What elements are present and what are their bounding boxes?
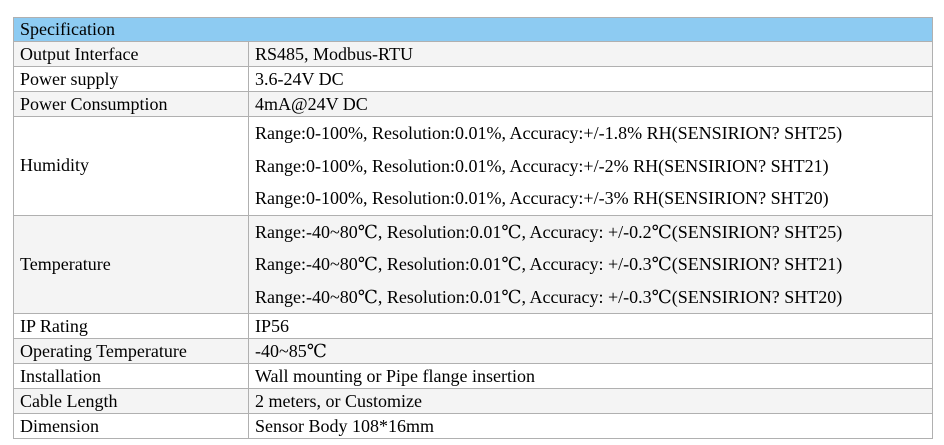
spec-value-temperature: Range:-40~80℃, Resolution:0.01℃, Accurac… xyxy=(248,214,933,314)
table-row: Power supply 3.6-24V DC xyxy=(13,66,933,92)
spec-label-operating-temperature: Operating Temperature xyxy=(13,338,249,364)
spec-value-power-supply: 3.6-24V DC xyxy=(248,66,933,92)
table-row: Humidity Range:0-100%, Resolution:0.01%,… xyxy=(13,116,933,216)
temperature-spec-line: Range:-40~80℃, Resolution:0.01℃, Accurac… xyxy=(255,286,843,307)
table-row: Cable Length 2 meters, or Customize xyxy=(13,388,933,414)
spec-value-output-interface: RS485, Modbus-RTU xyxy=(248,41,933,67)
table-row: Power Consumption 4mA@24V DC xyxy=(13,91,933,117)
table-row: Installation Wall mounting or Pipe flang… xyxy=(13,363,933,389)
spec-label-ip-rating: IP Rating xyxy=(13,313,249,339)
humidity-spec-line: Range:0-100%, Resolution:0.01%, Accuracy… xyxy=(255,123,843,143)
table-row-header: Specification xyxy=(13,17,933,42)
table-row: IP Rating IP56 xyxy=(13,313,933,339)
spec-value-operating-temperature: -40~85℃ xyxy=(248,338,933,364)
humidity-spec-line: Range:0-100%, Resolution:0.01%, Accuracy… xyxy=(255,155,829,176)
spec-value-power-consumption: 4mA@24V DC xyxy=(248,91,933,117)
temperature-spec-line: Range:-40~80℃, Resolution:0.01℃, Accurac… xyxy=(255,254,843,274)
table-row: Output Interface RS485, Modbus-RTU xyxy=(13,41,933,67)
spec-value-dimension: Sensor Body 108*16mm xyxy=(248,413,933,439)
spec-label-output-interface: Output Interface xyxy=(13,41,249,67)
spec-value-installation: Wall mounting or Pipe flange insertion xyxy=(248,363,933,389)
humidity-spec-line: Range:0-100%, Resolution:0.01%, Accuracy… xyxy=(255,188,829,208)
temperature-spec-line: Range:-40~80℃, Resolution:0.01℃, Accurac… xyxy=(255,221,843,242)
spec-value-cable-length: 2 meters, or Customize xyxy=(248,388,933,414)
table-row: Dimension Sensor Body 108*16mm xyxy=(13,413,933,439)
spec-label-humidity: Humidity xyxy=(13,116,249,216)
spec-label-power-consumption: Power Consumption xyxy=(13,91,249,117)
table-row: Operating Temperature -40~85℃ xyxy=(13,338,933,364)
spec-label-installation: Installation xyxy=(13,363,249,389)
table-row: Temperature Range:-40~80℃, Resolution:0.… xyxy=(13,214,933,314)
table-title: Specification xyxy=(13,17,933,42)
spec-label-cable-length: Cable Length xyxy=(13,388,249,414)
spec-value-ip-rating: IP56 xyxy=(248,313,933,339)
spec-value-humidity: Range:0-100%, Resolution:0.01%, Accuracy… xyxy=(248,116,933,216)
spec-label-power-supply: Power supply xyxy=(13,66,249,92)
specification-table: Specification Output Interface RS485, Mo… xyxy=(13,17,933,439)
spec-label-temperature: Temperature xyxy=(13,214,249,314)
spec-label-dimension: Dimension xyxy=(13,413,249,439)
